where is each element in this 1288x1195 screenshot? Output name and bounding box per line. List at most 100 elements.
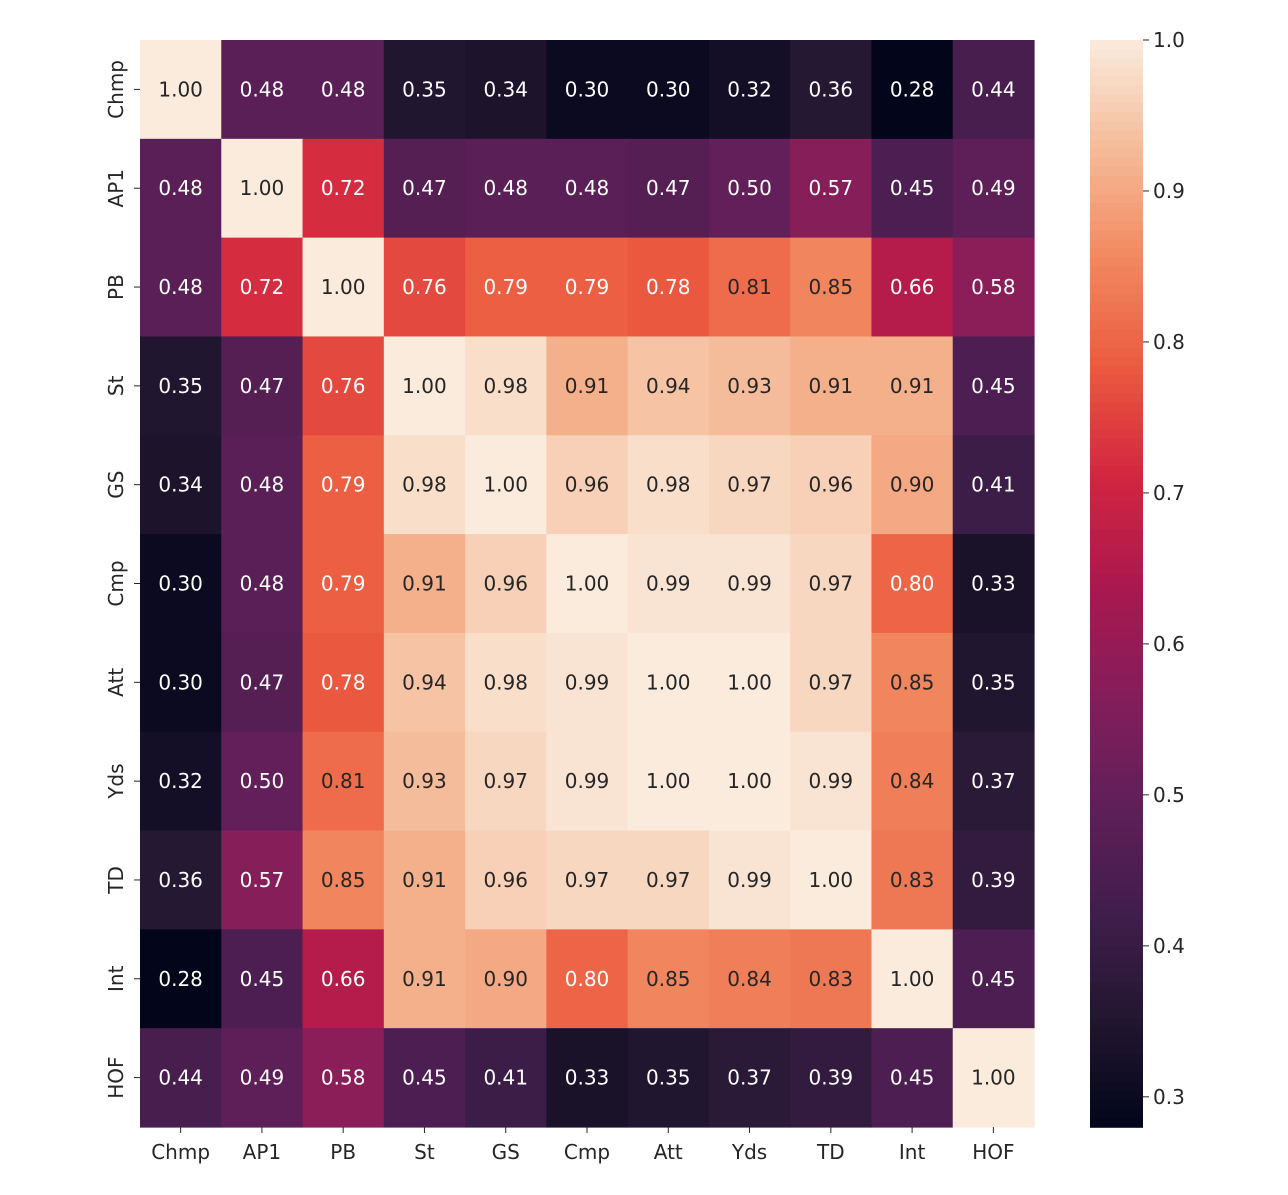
colorbar-segment <box>1090 193 1143 204</box>
cell-value-label: 0.48 <box>240 473 285 497</box>
heatmap-cell <box>790 534 873 634</box>
heatmap-cell <box>221 138 304 239</box>
colorbar-segment <box>1090 366 1143 376</box>
cell-value-label: 0.80 <box>890 572 935 596</box>
cell-value-label: 0.66 <box>890 275 935 299</box>
colorbar-segment <box>1090 945 1143 956</box>
colorbar-segment <box>1090 864 1143 875</box>
cell-value-label: 0.48 <box>321 77 366 101</box>
heatmap-cell <box>140 929 222 1029</box>
heatmap-cell <box>302 929 385 1029</box>
cell-value-label: 0.50 <box>240 769 285 793</box>
heatmap-cell <box>627 138 710 239</box>
heatmap-cell <box>546 534 629 634</box>
colorbar-segment <box>1090 230 1143 241</box>
cell-value-label: 0.48 <box>240 572 285 596</box>
heatmap-cell <box>546 830 629 930</box>
cell-value-label: 0.97 <box>646 868 691 892</box>
heatmap-cell <box>952 138 1035 239</box>
colorbar-segment <box>1090 438 1143 449</box>
colorbar-segment <box>1090 329 1143 340</box>
cell-value-label: 0.35 <box>646 1066 691 1090</box>
cell-value-label: 0.97 <box>727 473 772 497</box>
y-tick-label: Att <box>104 668 128 697</box>
colorbar-segment <box>1090 1090 1143 1101</box>
heatmap-cell <box>708 830 791 930</box>
heatmap-cell <box>302 632 385 733</box>
colorbar-segment <box>1090 1117 1143 1128</box>
colorbar-segment <box>1090 891 1143 902</box>
cell-value-label: 0.57 <box>240 868 285 892</box>
cell-value-label: 1.00 <box>483 473 528 497</box>
cell-value-label: 0.96 <box>483 868 528 892</box>
y-tick-label: St <box>104 375 128 396</box>
cell-value-label: 0.41 <box>971 473 1016 497</box>
colorbar-segment <box>1090 221 1143 232</box>
colorbar-segment <box>1090 846 1143 857</box>
cell-value-label: 0.45 <box>971 374 1016 398</box>
heatmap-cell <box>302 830 385 930</box>
cell-value-label: 0.76 <box>321 374 366 398</box>
heatmap-cell <box>302 237 385 338</box>
cell-value-label: 1.00 <box>240 176 285 200</box>
heatmap-cell <box>383 138 466 239</box>
heatmap-cell <box>383 435 466 535</box>
y-tick-label: Yds <box>104 763 128 799</box>
cell-value-label: 0.85 <box>321 868 366 892</box>
colorbar-segment <box>1090 76 1143 87</box>
heatmap-cell <box>465 435 547 535</box>
heatmap-cell <box>465 138 547 239</box>
colorbar-segment <box>1090 1009 1143 1020</box>
cell-value-label: 0.81 <box>321 769 366 793</box>
heatmap-cell <box>871 40 954 140</box>
colorbar-segment <box>1090 809 1143 820</box>
heatmap-cell <box>871 336 954 436</box>
heatmap-cell <box>546 731 629 832</box>
heatmap-cell <box>546 40 629 140</box>
cell-value-label: 0.76 <box>402 275 447 299</box>
cell-value-label: 0.97 <box>483 769 528 793</box>
heatmap-cell <box>221 731 304 832</box>
cell-value-label: 0.47 <box>402 176 447 200</box>
heatmap-cell <box>627 534 710 634</box>
heatmap-cell <box>140 40 222 140</box>
heatmap-cell <box>221 830 304 930</box>
cell-value-label: 0.45 <box>240 967 285 991</box>
heatmap-cell <box>465 534 547 634</box>
colorbar-segment <box>1090 302 1143 313</box>
heatmap-cell <box>302 336 385 436</box>
heatmap-cell <box>708 336 791 436</box>
x-tick-label: GS <box>492 1140 520 1164</box>
cell-value-label: 0.48 <box>483 176 528 200</box>
colorbar-segment <box>1090 1000 1143 1011</box>
colorbar-segment <box>1090 918 1143 929</box>
cell-value-label: 0.35 <box>402 77 447 101</box>
colorbar-segment <box>1090 529 1143 540</box>
colorbar-segment <box>1090 320 1143 331</box>
heatmap-cell <box>465 237 547 338</box>
heatmap-cell <box>871 534 954 634</box>
colorbar-segment <box>1090 773 1143 784</box>
cell-value-label: 0.32 <box>158 769 203 793</box>
colorbar-segment <box>1090 728 1143 739</box>
heatmap-cell <box>708 40 791 140</box>
x-tick-label: TD <box>816 1140 845 1164</box>
heatmap-cell <box>221 632 304 733</box>
heatmap-cell <box>790 237 873 338</box>
heatmap-cell <box>790 1028 873 1128</box>
colorbar-segment <box>1090 991 1143 1001</box>
colorbar-segment <box>1090 130 1143 141</box>
cell-value-label: 0.91 <box>890 374 935 398</box>
colorbar-segment <box>1090 538 1143 549</box>
cell-value-label: 0.30 <box>565 77 610 101</box>
colorbar-segment <box>1090 746 1143 757</box>
x-tick-label: St <box>414 1140 435 1164</box>
colorbar-segment <box>1090 1081 1143 1092</box>
colorbar-segment <box>1090 610 1143 621</box>
colorbar-segment <box>1090 58 1143 68</box>
colorbar-segment <box>1090 855 1143 866</box>
heatmap-cell <box>383 237 466 338</box>
y-tick-label: GS <box>104 471 128 499</box>
